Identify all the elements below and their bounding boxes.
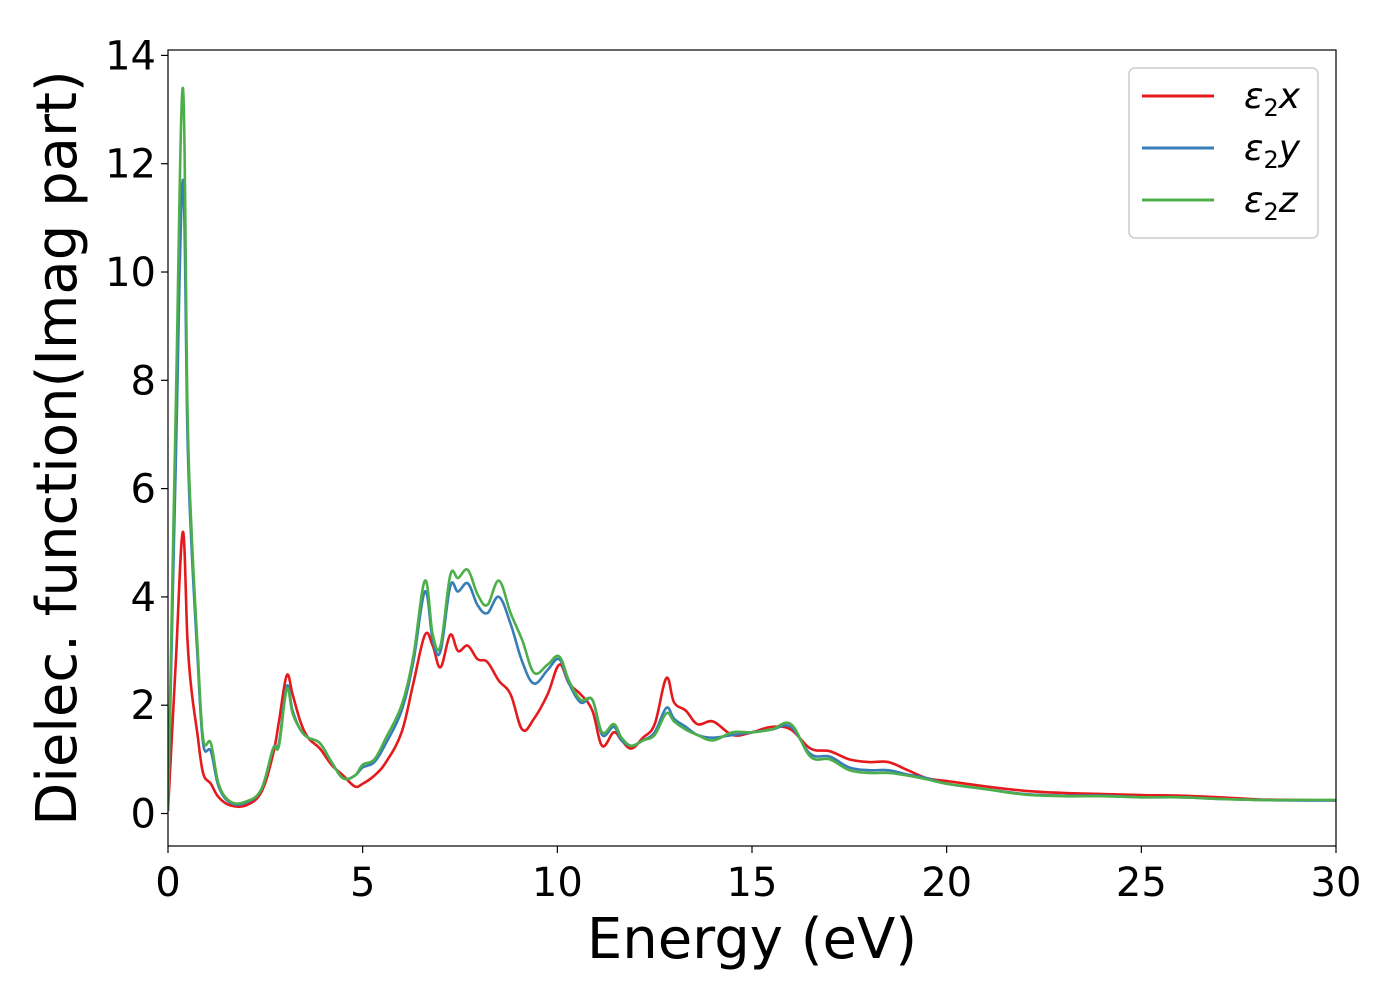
x-tick-label: 10 [532, 860, 583, 906]
legend-box [1128, 67, 1319, 239]
y-axis-label: Dielec. function(Imag part) [25, 70, 90, 826]
series-line-1 [168, 530, 1336, 811]
x-axis-ticks: 0 5 10 15 20 25 30 [155, 846, 1361, 906]
series-line-2 [168, 178, 1336, 811]
legend-label: ε2z [1244, 180, 1299, 226]
y-tick-label: 4 [131, 575, 156, 621]
y-tick-label: 2 [131, 683, 156, 729]
x-tick-label: 20 [921, 860, 972, 906]
legend: ε2x ε2y ε2z [1128, 67, 1319, 239]
x-tick-label: 25 [1116, 860, 1167, 906]
y-tick-label: 14 [105, 33, 156, 79]
x-axis-label: Energy (eV) [587, 907, 917, 972]
x-tick-label: 0 [155, 860, 180, 906]
plot-lines [168, 86, 1336, 811]
x-tick-label: 30 [1311, 860, 1362, 906]
y-tick-label: 0 [131, 792, 156, 838]
y-tick-label: 6 [131, 467, 156, 513]
y-tick-label: 12 [105, 142, 156, 188]
y-axis-ticks: 0 2 4 6 8 10 12 14 [105, 33, 168, 838]
legend-label: ε2y [1244, 128, 1301, 174]
x-tick-label: 15 [727, 860, 778, 906]
legend-label: ε2x [1244, 76, 1301, 122]
y-tick-label: 8 [131, 358, 156, 404]
series-line-3 [168, 86, 1336, 811]
y-tick-label: 10 [105, 250, 156, 296]
x-tick-label: 5 [350, 860, 375, 906]
